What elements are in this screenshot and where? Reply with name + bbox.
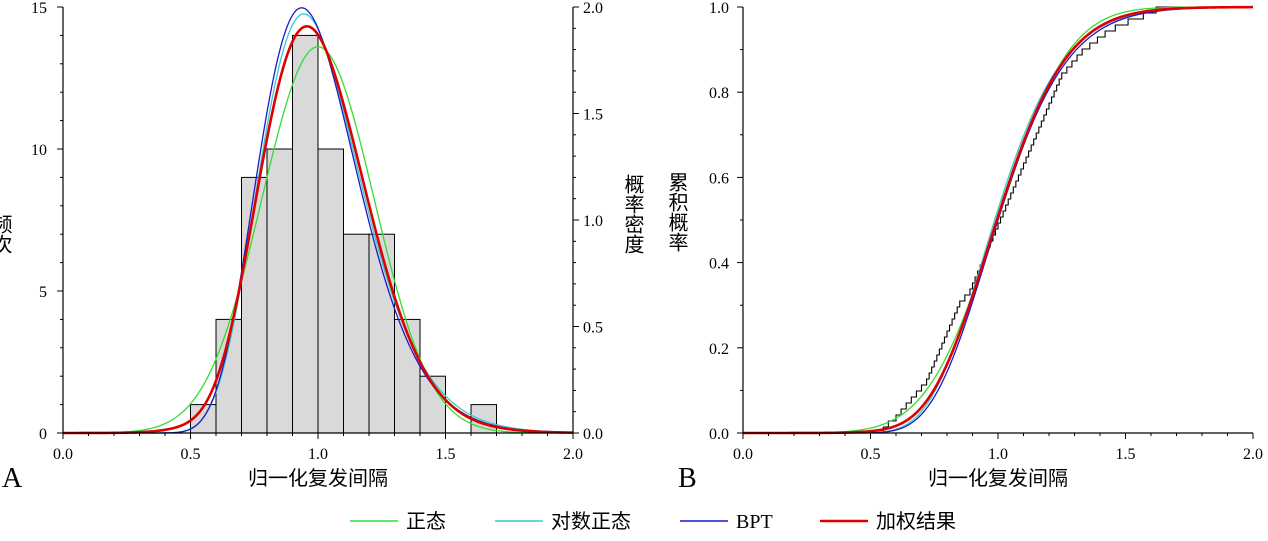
histogram-bar: [343, 233, 370, 434]
panel-b-x-tick-label: 1.0: [988, 446, 1008, 463]
panel-b-y-tick-label: 0.6: [709, 170, 729, 187]
histogram-bar: [241, 176, 268, 434]
panel-b-x-tick-label: 2.0: [1243, 446, 1263, 463]
panel-a-y-left-tick-label: 0: [39, 426, 47, 443]
panel-a-axes: [57, 6, 579, 439]
panel-a-xlabel: 归一化复发间隔: [248, 467, 388, 490]
panel-b-letter: B: [678, 463, 697, 494]
density-curve-mixture: [63, 25, 574, 435]
histogram-bars: [190, 34, 497, 434]
panel-a-ylabel-right: 概率密度: [621, 174, 644, 254]
panel-b-x-tick-label: 0.0: [733, 446, 753, 463]
legend-item: 加权结果: [820, 510, 956, 533]
panel-a-y-right-tick-label: 0.5: [583, 320, 603, 337]
legend-item: BPT: [680, 511, 773, 533]
empirical-cdf-step: [882, 6, 1253, 433]
panel-a-tick-labels: 0.0 0.5 1.0 1.5 2.0 0 5 10 15 0.0 0.5 1.0 1.5 2.0: [31, 0, 603, 463]
legend-label: 加权结果: [876, 510, 956, 533]
panel-b-y-tick-label: 0.0: [709, 426, 729, 443]
panel-b-y-tick-label: 0.2: [709, 341, 729, 358]
panel-a-y-right-tick-label: 0.0: [583, 426, 603, 443]
legend-label: BPT: [736, 511, 773, 533]
legend-item: 对数正态: [495, 510, 631, 533]
legend: 正态 对数正态 BPT 加权结果: [350, 510, 956, 533]
histogram-bar: [266, 148, 293, 434]
panel-a-y-left-tick-label: 10: [31, 142, 47, 159]
legend-label: 正态: [406, 510, 446, 533]
cdf-curves: [743, 5, 1254, 435]
histogram-bar: [317, 148, 344, 434]
panel-b-x-tick-label: 0.5: [861, 446, 881, 463]
panel-a-y-left-tick-label: 15: [31, 0, 47, 17]
legend-item: 正态: [350, 510, 446, 533]
panel-a-x-tick-label: 1.5: [436, 446, 456, 463]
panel-a-ylabel-left: 频次: [0, 214, 12, 254]
panel-b-xlabel: 归一化复发间隔: [928, 467, 1068, 490]
panel-a-x-tick-label: 0.0: [53, 446, 73, 463]
panel-a-x-tick-label: 0.5: [181, 446, 201, 463]
panel-a-y-right-tick-label: 1.0: [583, 213, 603, 230]
density-curve-normal: [63, 46, 573, 434]
panel-a-y-right-tick-label: 1.5: [583, 107, 603, 124]
panel-b-cdf: 0.0 0.5 1.0 1.5 2.0 0.0 0.2 0.4 0.6 0.8 1.0 累积概率 归…: [665, 0, 1263, 494]
panel-b-tick-labels: 0.0 0.5 1.0 1.5 2.0 0.0 0.2 0.4 0.6 0.8 1.0: [709, 0, 1263, 463]
panel-a-letter: A: [2, 463, 23, 494]
panel-b-y-tick-label: 0.4: [709, 256, 729, 273]
cdf-curve-mixture: [743, 5, 1253, 435]
panel-b-y-tick-label: 0.8: [709, 85, 729, 102]
panel-b-y-tick-label: 1.0: [709, 0, 729, 17]
panel-b-x-tick-label: 1.5: [1116, 446, 1136, 463]
panel-b-ylabel: 累积概率: [665, 172, 688, 252]
panel-a-y-left-tick-label: 5: [39, 284, 47, 301]
panel-a-x-tick-label: 1.0: [308, 446, 328, 463]
panel-a-x-tick-label: 2.0: [563, 446, 583, 463]
legend-label: 对数正态: [551, 510, 631, 533]
histogram-bar: [292, 34, 319, 434]
panel-a-y-right-tick-label: 2.0: [583, 0, 603, 17]
panel-b-axes: [737, 6, 1254, 439]
